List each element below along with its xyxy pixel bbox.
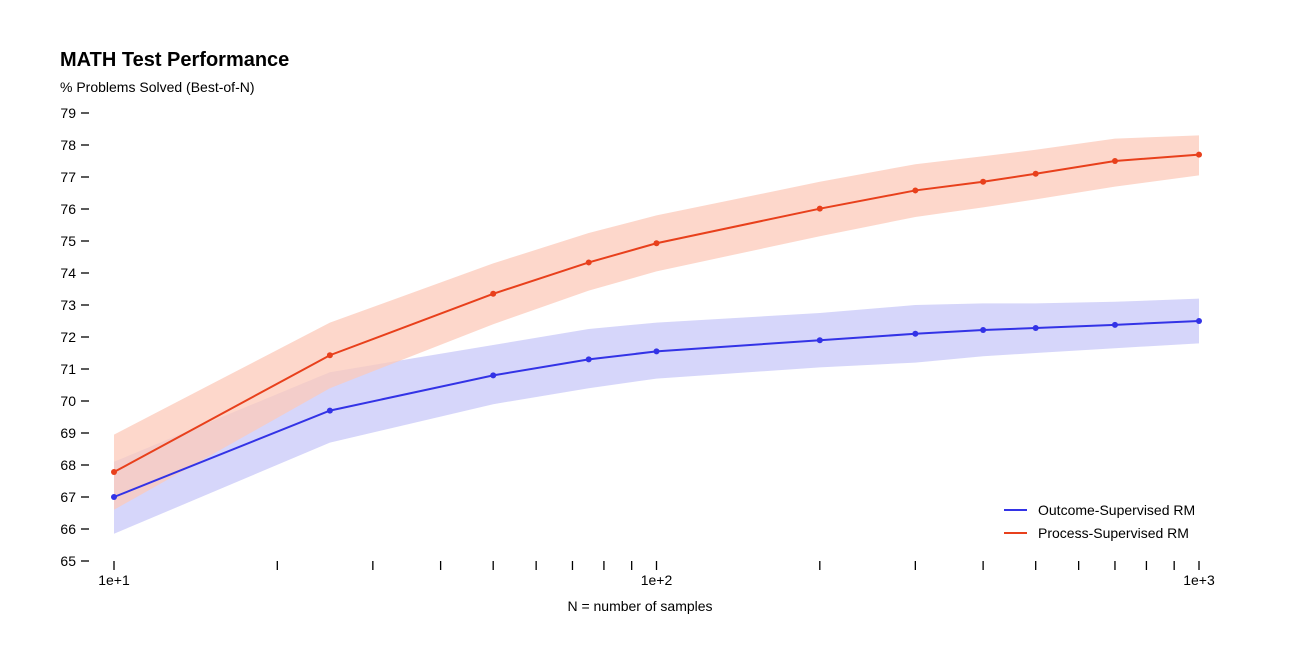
- legend-label: Process-Supervised RM: [1038, 525, 1189, 541]
- x-axis-label: N = number of samples: [567, 598, 713, 614]
- data-point: [1032, 325, 1039, 332]
- y-tick-label: 70: [60, 393, 76, 409]
- data-point: [653, 348, 660, 355]
- series-points: [111, 151, 1202, 500]
- data-point: [1111, 321, 1118, 328]
- data-point: [490, 372, 497, 379]
- data-point: [1111, 158, 1118, 164]
- data-point: [111, 469, 117, 476]
- data-point: [1196, 318, 1202, 324]
- confidence-bands: [114, 135, 1199, 534]
- data-point: [653, 240, 660, 247]
- y-tick-label: 73: [60, 297, 76, 313]
- data-point: [490, 290, 497, 297]
- y-tick-label: 66: [60, 521, 76, 537]
- y-axis: 65 66 67 68 69 70 71 72 73 74 75 76 77 78 79: [60, 105, 89, 569]
- data-point: [980, 178, 987, 185]
- y-tick-label: 79: [60, 105, 76, 121]
- legend: Outcome-Supervised RM Process-Supervised …: [1004, 502, 1195, 541]
- data-point: [585, 356, 592, 363]
- data-point: [912, 330, 919, 337]
- y-axis-label: % Problems Solved (Best-of-N): [60, 79, 255, 95]
- data-point: [816, 205, 823, 212]
- y-tick-label: 68: [60, 457, 76, 473]
- y-tick-label: 65: [60, 553, 76, 569]
- x-tick-label: 1e+3: [1183, 572, 1215, 588]
- data-point: [980, 326, 987, 333]
- x-tick-label: 1e+2: [641, 572, 673, 588]
- data-point: [1196, 151, 1202, 158]
- x-tick-label: 1e+1: [98, 572, 130, 588]
- confidence-band: [114, 135, 1199, 510]
- y-tick-label: 77: [60, 169, 76, 185]
- y-tick-label: 72: [60, 329, 76, 345]
- data-point: [816, 337, 823, 344]
- y-tick-label: 76: [60, 201, 76, 217]
- chart-title: MATH Test Performance: [60, 49, 290, 71]
- data-point: [585, 259, 592, 266]
- confidence-band: [114, 298, 1199, 534]
- y-tick-label: 78: [60, 137, 76, 153]
- data-point: [326, 352, 333, 359]
- data-point: [326, 407, 333, 414]
- y-tick-label: 69: [60, 425, 76, 441]
- x-axis: 1e+1 1e+2 1e+3: [98, 561, 1215, 588]
- data-point: [1032, 170, 1039, 177]
- data-point: [111, 494, 117, 500]
- data-point: [912, 187, 919, 194]
- y-tick-label: 75: [60, 233, 76, 249]
- y-tick-label: 67: [60, 489, 76, 505]
- y-tick-label: 71: [60, 361, 76, 377]
- legend-label: Outcome-Supervised RM: [1038, 502, 1195, 518]
- y-tick-label: 74: [60, 265, 76, 281]
